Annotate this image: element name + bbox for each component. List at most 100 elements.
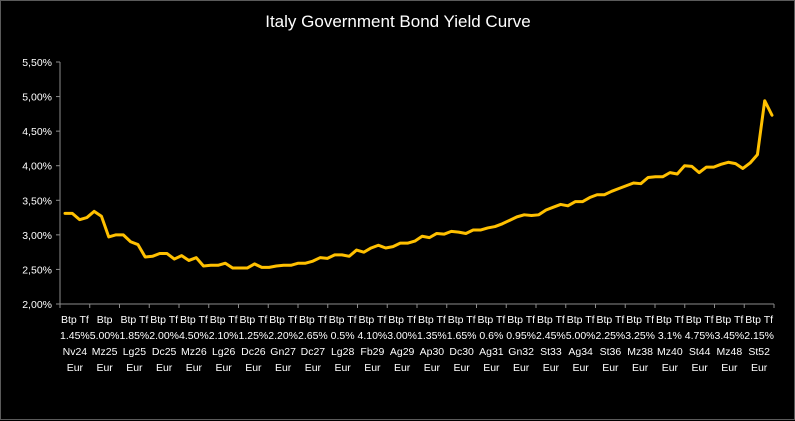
x-tick-label: Btp Tf 1.85% Lg25 Eur [119,314,149,374]
x-tick-label-line: Btp Tf [477,314,505,326]
x-tick-label-line: 5.00% [566,330,596,342]
x-tick-label-line: 1.35% [417,330,447,342]
x-tick-label-line: Eur [751,362,768,374]
x-tick-label-line: Btp Tf [210,314,238,326]
x-tick-label-line: Btp Tf [358,314,386,326]
x-tick-label-line: Gn27 [270,346,296,358]
x-tick-label-line: Mz25 [92,346,118,358]
x-tick-label: Btp Tf 1.45% Nv24 Eur [60,314,90,374]
x-tick-label-line: Eur [691,362,708,374]
x-tick-label-line: 2.20% [268,330,298,342]
x-tick-label: Btp Tf 3.1% Mz40 Eur [656,314,684,374]
x-tick-label: Btp Tf 2.45% St33 Eur [536,314,566,374]
x-tick-label-line: 3.1% [658,330,682,342]
x-tick-label-line: Mz38 [627,346,653,358]
x-tick-label: Btp Tf 0.95% Gn32 Eur [506,314,536,374]
chart-title: Italy Government Bond Yield Curve [265,12,531,31]
x-tick-label-line: Nv24 [63,346,88,358]
series-layer [65,101,772,268]
x-tick-label-line: St52 [748,346,770,358]
x-tick-label-line: Eur [424,362,441,374]
x-tick-label-line: Btp Tf [626,314,654,326]
x-tick-label-line: Eur [572,362,589,374]
y-tick-label: 3,00% [22,230,52,242]
x-tick-label-line: Btp Tf [299,314,327,326]
x-tick-label: Btp Tf 3.00% Ag29 Eur [387,314,417,374]
x-tick-label-line: Eur [513,362,530,374]
y-axis: 2,00% 2,50% 3,00% 3,50% 4,00% 4,50% 5,00% 5,50% [22,57,60,311]
x-tick-label: Btp Tf 2.65% Dc27 Eur [298,314,328,374]
x-tick-label-line: Eur [67,362,84,374]
x-tick-label-line: Btp [97,314,113,326]
x-tick-label-line: 0.5% [331,330,355,342]
y-tick-label: 3,50% [22,195,52,207]
x-tick-label-line: Eur [721,362,738,374]
x-tick-label-line: Btp Tf [596,314,624,326]
x-tick-label-line: Ap30 [420,346,445,358]
x-tick-label-line: Btp Tf [418,314,446,326]
x-tick-label: Btp Tf 1.25% Dc26 Eur [238,314,268,374]
x-tick-label: Btp Tf 0.6% Ag31 Eur [477,314,505,374]
x-tick-label: Btp Tf 4.10% Fb29 Eur [357,314,387,374]
x-tick-label-line: Lg28 [331,346,355,358]
x-tick-label-line: Eur [186,362,203,374]
x-tick-label-line: 3.45% [714,330,744,342]
x-tick-label-line: Eur [632,362,649,374]
x-tick-label: Btp Tf 3.45% Mz48 Eur [714,314,744,374]
y-tick-label: 5,50% [22,57,52,69]
x-tick-label-line: Ag31 [479,346,504,358]
x-tick-label-line: Btp Tf [150,314,178,326]
x-tick-label-line: Btp Tf [567,314,595,326]
x-tick-label-line: Eur [453,362,470,374]
x-tick-label-line: Eur [96,362,113,374]
x-tick-label-line: St44 [689,346,711,358]
x-tick-label: Btp Tf 3.25% Mz38 Eur [625,314,655,374]
x-tick-label-line: Btp Tf [656,314,684,326]
x-tick-label: Btp Tf 2.15% St52 Eur [744,314,774,374]
x-tick-label: Btp Tf 2.20% Gn27 Eur [268,314,298,374]
x-tick-label-line: Eur [275,362,292,374]
x-tick-label-line: Btp Tf [269,314,297,326]
x-tick-label: Btp Tf 4.50% Mz26 Eur [179,314,209,374]
x-tick-label-line: 5.00% [90,330,120,342]
x-tick-label-line: Eur [156,362,173,374]
x-tick-label: Btp 5.00% Mz25 Eur [90,314,120,374]
y-tick-label: 2,00% [22,299,52,311]
x-tick-label-line: Dc26 [241,346,266,358]
x-tick-label-line: Dc25 [152,346,177,358]
x-tick-label-line: St36 [600,346,622,358]
x-tick-label-line: Dc30 [449,346,474,358]
y-tick-label: 5,00% [22,92,52,104]
x-tick-label-line: Lg26 [212,346,236,358]
x-tick-label-line: 3.00% [387,330,417,342]
x-tick-label: Btp Tf 4.75% St44 Eur [685,314,715,374]
x-tick-label-line: Btp Tf [180,314,208,326]
x-tick-label-line: 0.6% [479,330,503,342]
x-tick-label-line: Dc27 [301,346,326,358]
chart-frame: Italy Government Bond Yield Curve 2,00% 2… [0,0,795,420]
x-tick-label-line: Btp Tf [329,314,357,326]
x-tick-label-line: 2.15% [744,330,774,342]
x-tick-label-line: Btp Tf [239,314,267,326]
x-tick-label-line: Eur [483,362,500,374]
series-line-yield [65,101,772,268]
x-tick-label-line: 2.65% [298,330,328,342]
x-tick-label-line: Btp Tf [715,314,743,326]
x-tick-label-line: Eur [394,362,411,374]
x-tick-label-line: Btp Tf [61,314,89,326]
x-tick-label-line: Eur [126,362,143,374]
x-tick-label-line: Btp Tf [120,314,148,326]
x-tick-label-line: Btp Tf [745,314,773,326]
x-tick-label-line: Eur [543,362,560,374]
x-tick-label: Btp Tf 1.65% Dc30 Eur [447,314,477,374]
x-tick-label-line: 2.10% [209,330,239,342]
x-tick-label-line: 1.65% [447,330,477,342]
x-tick-label-line: Ag29 [390,346,415,358]
x-tick-label-line: Ag34 [568,346,593,358]
x-tick-label: Btp Tf 0.5% Lg28 Eur [329,314,357,374]
y-tick-label: 2,50% [22,264,52,276]
x-tick-label-line: 1.25% [238,330,268,342]
yield-curve-chart: Italy Government Bond Yield Curve 2,00% 2… [1,1,795,421]
x-tick-label-line: Mz48 [717,346,743,358]
